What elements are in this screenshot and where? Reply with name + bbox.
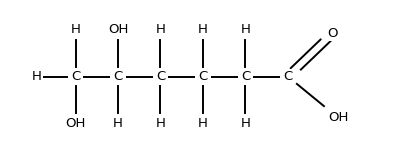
Text: H: H bbox=[198, 117, 207, 130]
Text: H: H bbox=[155, 117, 165, 130]
Text: C: C bbox=[240, 70, 249, 83]
Text: H: H bbox=[240, 117, 250, 130]
Text: OH: OH bbox=[65, 117, 85, 130]
Text: H: H bbox=[71, 23, 80, 36]
Text: H: H bbox=[198, 23, 207, 36]
Text: H: H bbox=[240, 23, 250, 36]
Text: C: C bbox=[71, 70, 80, 83]
Text: C: C bbox=[198, 70, 207, 83]
Text: OH: OH bbox=[107, 23, 128, 36]
Text: C: C bbox=[113, 70, 122, 83]
Text: C: C bbox=[156, 70, 165, 83]
Text: C: C bbox=[282, 70, 292, 83]
Text: H: H bbox=[113, 117, 123, 130]
Text: O: O bbox=[326, 27, 336, 40]
Text: H: H bbox=[32, 70, 42, 83]
Text: H: H bbox=[155, 23, 165, 36]
Text: OH: OH bbox=[327, 111, 347, 124]
